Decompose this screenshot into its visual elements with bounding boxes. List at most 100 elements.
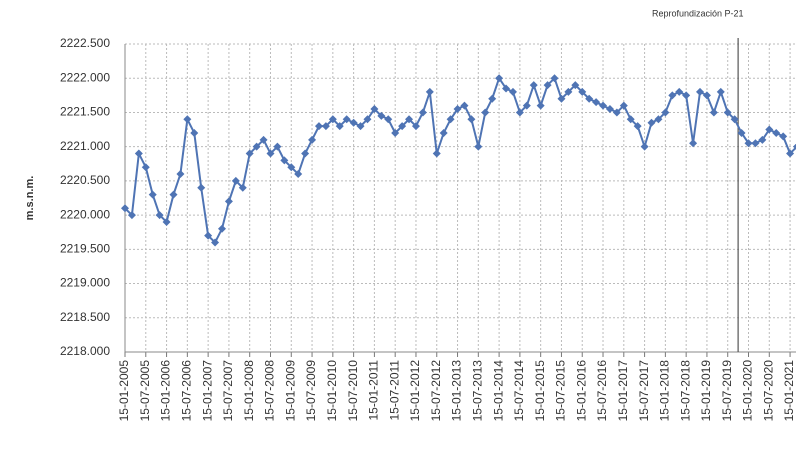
marker	[543, 81, 552, 90]
marker	[772, 128, 781, 137]
x-tick-label: 15-01-2006	[159, 360, 173, 422]
x-tick-label: 15-07-2007	[221, 360, 235, 422]
marker	[155, 211, 164, 220]
marker	[308, 135, 317, 144]
marker	[217, 224, 226, 233]
marker	[571, 81, 580, 90]
marker	[640, 142, 649, 151]
marker	[779, 132, 788, 141]
marker	[245, 149, 254, 158]
y-tick-label: 2221.500	[60, 105, 110, 119]
x-tick-label: 15-01-2012	[408, 360, 422, 422]
marker	[204, 231, 213, 240]
marker	[522, 101, 531, 110]
marker	[619, 101, 628, 110]
marker	[647, 118, 656, 127]
marker	[425, 87, 434, 96]
marker	[453, 105, 462, 114]
marker	[432, 149, 441, 158]
marker	[176, 170, 185, 179]
marker	[273, 142, 282, 151]
marker	[626, 115, 635, 124]
marker	[689, 139, 698, 148]
marker	[737, 128, 746, 137]
x-tick-label: 15-01-2015	[533, 360, 547, 422]
marker	[661, 108, 670, 117]
marker	[224, 197, 233, 206]
marker	[231, 176, 240, 185]
marker	[370, 105, 379, 114]
marker	[384, 115, 393, 124]
marker	[612, 108, 621, 117]
x-tick-label: 15-07-2015	[554, 360, 568, 422]
x-tick-label: 15-07-2016	[595, 360, 609, 422]
marker	[578, 87, 587, 96]
marker	[716, 87, 725, 96]
marker	[758, 135, 767, 144]
marker	[377, 111, 386, 120]
marker	[793, 143, 796, 150]
marker	[550, 74, 559, 83]
x-tick-label: 15-01-2017	[616, 360, 630, 422]
x-tick-label: 15-01-2021	[782, 360, 796, 422]
marker	[342, 115, 351, 124]
marker	[467, 115, 476, 124]
x-tick-label: 15-07-2013	[470, 360, 484, 422]
marker	[585, 94, 594, 103]
marker	[301, 149, 310, 158]
marker	[474, 142, 483, 151]
marker	[121, 204, 129, 213]
marker	[702, 91, 711, 100]
marker	[287, 163, 296, 172]
y-axis-label: m.s.n.m.	[24, 176, 36, 221]
x-tick-label: 15-07-2018	[678, 360, 692, 422]
x-tick-label: 15-07-2006	[180, 360, 194, 422]
x-tick-label: 15-07-2011	[387, 360, 401, 421]
y-tick-label: 2222.000	[60, 70, 110, 84]
marker	[294, 170, 303, 179]
x-tick-label: 15-07-2008	[263, 360, 277, 422]
x-tick-label: 15-07-2014	[512, 360, 526, 422]
marker	[730, 115, 739, 124]
marker	[349, 118, 358, 127]
annotation-text: Reprofundización P-21	[652, 8, 744, 18]
marker	[391, 128, 400, 137]
marker	[765, 125, 774, 134]
y-tick-label: 2219.000	[60, 276, 110, 290]
x-tick-label: 15-07-2012	[429, 360, 443, 422]
marker	[488, 94, 497, 103]
marker	[605, 105, 614, 114]
marker	[751, 139, 760, 148]
marker	[654, 115, 663, 124]
marker	[786, 149, 795, 158]
marker	[682, 91, 691, 100]
marker	[134, 149, 143, 158]
y-tick-label: 2220.500	[60, 173, 110, 187]
marker	[696, 87, 705, 96]
y-tick-label: 2222.500	[60, 36, 110, 50]
x-tick-label: 15-01-2011	[367, 360, 381, 421]
marker	[141, 163, 150, 172]
marker	[709, 108, 718, 117]
marker	[411, 122, 420, 131]
marker	[675, 87, 684, 96]
marker	[211, 238, 220, 247]
marker	[481, 108, 490, 117]
marker	[439, 128, 448, 137]
x-tick-label: 15-07-2009	[304, 360, 318, 422]
marker	[460, 101, 469, 110]
marker	[314, 122, 323, 131]
marker	[328, 115, 337, 124]
x-tick-label: 15-01-2020	[741, 360, 755, 422]
marker	[183, 115, 192, 124]
marker	[446, 115, 455, 124]
y-tick-label: 2218.000	[60, 344, 110, 358]
x-tick-label: 15-01-2014	[491, 360, 505, 422]
marker	[356, 122, 365, 131]
y-tick-label: 2221.000	[60, 139, 110, 153]
x-tick-label: 15-01-2009	[283, 360, 297, 422]
marker	[335, 122, 344, 131]
x-tick-label: 15-07-2019	[720, 360, 734, 422]
marker	[564, 87, 573, 96]
marker	[529, 81, 538, 90]
